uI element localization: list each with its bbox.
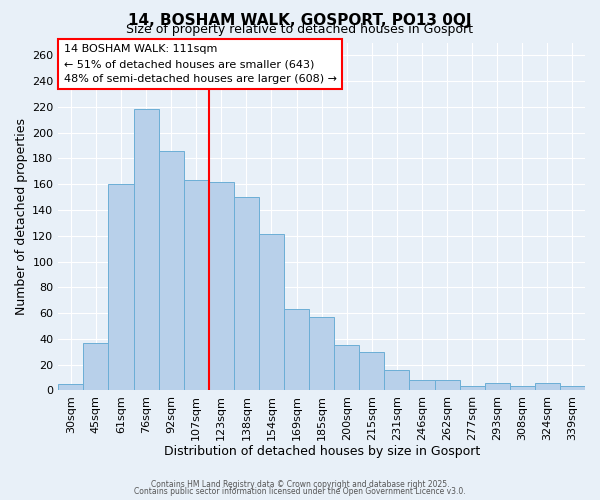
- Bar: [460, 386, 485, 390]
- Bar: [334, 346, 359, 391]
- Bar: [109, 184, 134, 390]
- Text: Contains public sector information licensed under the Open Government Licence v3: Contains public sector information licen…: [134, 487, 466, 496]
- X-axis label: Distribution of detached houses by size in Gosport: Distribution of detached houses by size …: [164, 444, 480, 458]
- Text: 14, BOSHAM WALK, GOSPORT, PO13 0QJ: 14, BOSHAM WALK, GOSPORT, PO13 0QJ: [128, 12, 472, 28]
- Bar: [58, 384, 83, 390]
- Text: Contains HM Land Registry data © Crown copyright and database right 2025.: Contains HM Land Registry data © Crown c…: [151, 480, 449, 489]
- Bar: [510, 386, 535, 390]
- Bar: [83, 342, 109, 390]
- Text: 14 BOSHAM WALK: 111sqm
← 51% of detached houses are smaller (643)
48% of semi-de: 14 BOSHAM WALK: 111sqm ← 51% of detached…: [64, 44, 337, 84]
- Bar: [158, 150, 184, 390]
- Bar: [209, 182, 234, 390]
- Bar: [259, 234, 284, 390]
- Bar: [309, 317, 334, 390]
- Bar: [560, 386, 585, 390]
- Bar: [284, 309, 309, 390]
- Bar: [134, 110, 158, 390]
- Bar: [409, 380, 434, 390]
- Bar: [385, 370, 409, 390]
- Bar: [485, 382, 510, 390]
- Text: Size of property relative to detached houses in Gosport: Size of property relative to detached ho…: [127, 22, 473, 36]
- Y-axis label: Number of detached properties: Number of detached properties: [15, 118, 28, 315]
- Bar: [535, 382, 560, 390]
- Bar: [184, 180, 209, 390]
- Bar: [434, 380, 460, 390]
- Bar: [234, 197, 259, 390]
- Bar: [359, 352, 385, 391]
